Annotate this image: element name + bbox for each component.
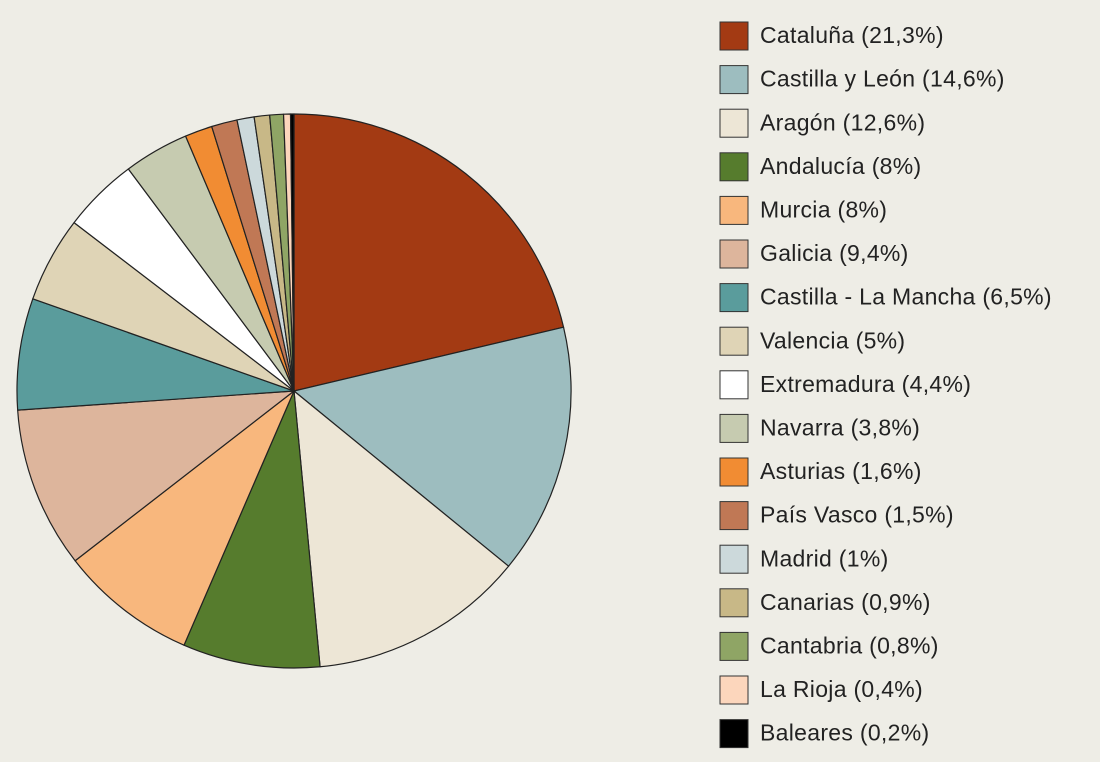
legend-label: Extremadura (4,4%) xyxy=(760,371,971,397)
legend-swatch xyxy=(719,457,749,487)
legend-label: Valencia (5%) xyxy=(760,327,905,353)
legend-label: Navarra (3,8%) xyxy=(760,414,920,440)
legend-label: Castilla - La Mancha (6,5%) xyxy=(760,284,1052,310)
pie-slice xyxy=(293,113,565,392)
legend-swatch xyxy=(719,588,749,618)
legend-swatch xyxy=(719,65,749,95)
pie-slice xyxy=(16,298,295,411)
pie-slice xyxy=(293,326,572,567)
legend-swatch xyxy=(719,413,749,443)
legend-swatch xyxy=(719,239,749,269)
legend-swatch xyxy=(719,631,749,661)
pie-slice xyxy=(183,390,321,669)
legend-swatch xyxy=(719,675,749,705)
pie-slice xyxy=(17,390,295,562)
legend-label: País Vasco (1,5%) xyxy=(760,502,954,528)
legend-swatch xyxy=(719,21,749,51)
legend-swatch xyxy=(719,195,749,225)
legend-swatch xyxy=(719,283,749,313)
pie-slice xyxy=(289,113,295,392)
legend-label: Baleares (0,2%) xyxy=(760,720,929,746)
legend-label: Madrid (1%) xyxy=(760,545,889,571)
legend-label: Murcia (8%) xyxy=(760,196,887,222)
legend-label: Castilla y León (14,6%) xyxy=(760,66,1005,92)
legend-label: Cataluña (21,3%) xyxy=(760,22,944,48)
legend-swatch xyxy=(719,719,749,749)
pie-slice xyxy=(293,390,510,668)
legend-label: Galicia (9,4%) xyxy=(760,240,909,266)
legend-label: La Rioja (0,4%) xyxy=(760,676,923,702)
legend-swatch xyxy=(719,370,749,400)
legend-swatch xyxy=(719,152,749,182)
legend-swatch xyxy=(719,108,749,138)
legend-label: Canarias (0,9%) xyxy=(760,589,931,615)
legend-label: Aragón (12,6%) xyxy=(760,109,925,135)
legend-label: Asturias (1,6%) xyxy=(760,458,922,484)
legend-swatch xyxy=(719,326,749,356)
legend-label: Cantabria (0,8%) xyxy=(760,632,939,658)
pie-slice xyxy=(74,390,295,646)
legend-label: Andalucía (8%) xyxy=(760,153,921,179)
legend-swatch xyxy=(719,501,749,531)
legend-swatch xyxy=(719,544,749,574)
